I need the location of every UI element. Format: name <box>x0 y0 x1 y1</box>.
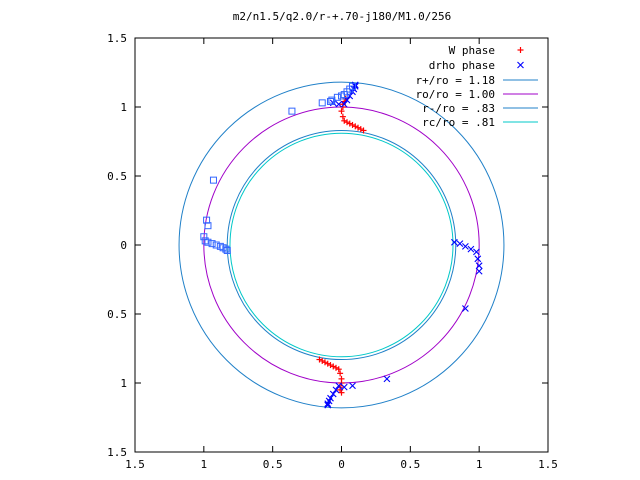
point-series-1 <box>324 401 332 409</box>
legend-label: W phase <box>449 44 495 57</box>
point-series-2 <box>223 247 231 255</box>
point-series-0 <box>352 123 359 130</box>
point-series-1 <box>349 382 356 390</box>
chart-title: m2/n1.5/q2.0/r-+.70-j180/M1.0/256 <box>233 10 452 23</box>
point-series-0 <box>346 120 353 127</box>
y-tick-label: 1.5 <box>107 32 127 45</box>
point-series-0 <box>360 127 367 134</box>
point-series-0 <box>337 370 344 377</box>
x-tick-label: 1.5 <box>125 458 145 471</box>
point-series-1 <box>340 383 348 391</box>
point-series-1 <box>346 92 354 100</box>
point-series-1 <box>473 248 480 256</box>
legend-label: rc/ro = .81 <box>422 116 495 129</box>
point-series-2 <box>222 245 230 253</box>
y-tick-label: 1.5 <box>107 446 127 459</box>
point-series-1 <box>343 96 351 104</box>
point-series-1 <box>462 305 469 312</box>
point-series-2 <box>204 238 212 246</box>
point-series-1 <box>324 400 332 408</box>
point-series-0 <box>335 366 342 373</box>
point-series-0 <box>332 364 339 371</box>
x-tick-label: 1.5 <box>538 458 558 471</box>
data-points <box>200 81 483 409</box>
point-series-1 <box>475 262 483 270</box>
y-tick-label: 1 <box>120 101 127 114</box>
point-series-2 <box>204 222 212 230</box>
y-tick-label: 0.5 <box>107 170 127 183</box>
point-series-0 <box>338 108 345 115</box>
point-series-0 <box>321 359 328 366</box>
point-series-1 <box>450 238 458 246</box>
point-series-0 <box>319 357 326 364</box>
point-series-2 <box>200 233 208 241</box>
point-series-0 <box>316 356 323 363</box>
point-series-0 <box>324 360 331 367</box>
y-tick-label: 1 <box>120 377 127 390</box>
x-tick-label: 0.5 <box>400 458 420 471</box>
point-series-2 <box>288 107 296 115</box>
point-series-2 <box>212 241 220 249</box>
point-series-0 <box>341 117 348 124</box>
point-series-1 <box>467 245 475 253</box>
legend-label: drho phase <box>429 59 495 72</box>
point-series-2 <box>208 240 216 248</box>
y-tick-label: 0 <box>120 239 127 252</box>
circle-1 <box>203 106 480 384</box>
legend-label: ro/ro = 1.00 <box>416 88 495 101</box>
point-series-1 <box>474 255 482 263</box>
point-series-0 <box>339 113 346 120</box>
point-series-0 <box>344 119 351 126</box>
point-series-1 <box>335 382 343 390</box>
axes: 1.5 1 0.5 0 0.5 1 1.51.510.500.511.5 <box>107 32 558 471</box>
legend-label: r+/ro = 1.18 <box>416 74 495 87</box>
point-series-2 <box>333 93 341 101</box>
point-series-2 <box>326 97 334 105</box>
point-series-1 <box>456 240 464 248</box>
point-series-0 <box>330 363 337 370</box>
point-series-1 <box>335 100 343 108</box>
x-tick-label: 0.5 <box>263 458 283 471</box>
point-series-1 <box>462 242 469 250</box>
point-series-2 <box>349 82 357 90</box>
x-tick-label: 1 <box>201 458 208 471</box>
point-series-0 <box>327 362 334 369</box>
point-series-1 <box>475 267 483 275</box>
legend-marker <box>517 47 524 53</box>
legend-marker <box>517 61 524 69</box>
point-series-0 <box>357 126 364 133</box>
x-tick-label: 1 <box>476 458 483 471</box>
point-series-2 <box>209 176 217 184</box>
legend-label: r-/ro = .83 <box>422 102 495 115</box>
reference-circles <box>178 81 505 409</box>
point-series-1 <box>329 390 337 398</box>
point-series-0 <box>349 121 356 128</box>
point-series-0 <box>338 389 345 396</box>
point-series-1 <box>383 375 391 383</box>
y-tick-label: 0.5 <box>107 308 127 321</box>
point-series-1 <box>332 386 340 394</box>
circle-2 <box>226 129 457 361</box>
x-tick-label: 0 <box>338 458 345 471</box>
circle-3 <box>229 132 454 358</box>
point-series-0 <box>355 124 362 131</box>
point-series-1 <box>340 100 348 108</box>
point-series-2 <box>318 99 326 107</box>
circle-0 <box>178 81 505 409</box>
